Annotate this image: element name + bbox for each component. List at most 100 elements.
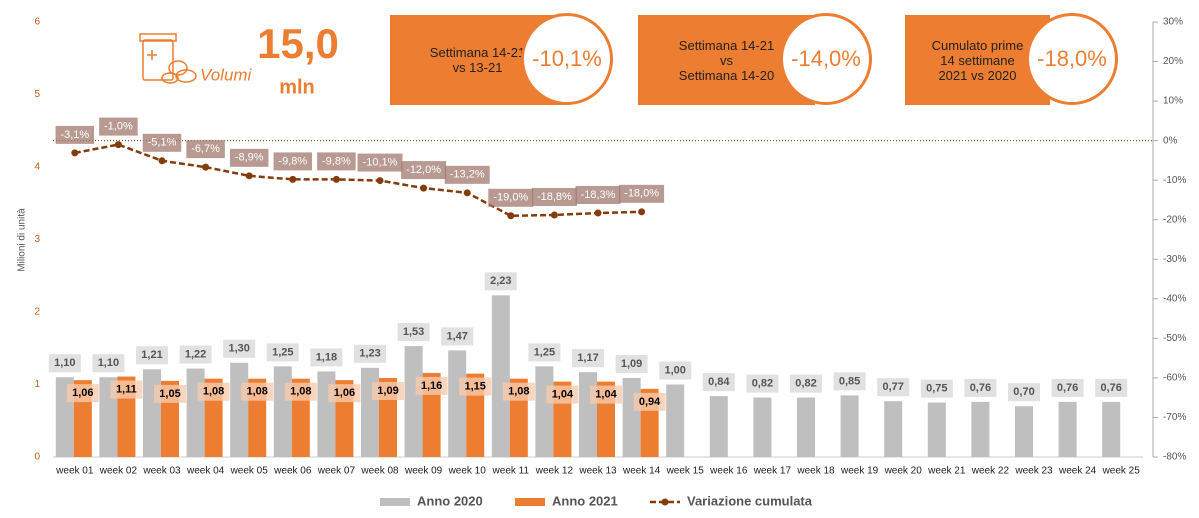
value-label-bg: [48, 354, 81, 373]
icon: [139, 33, 197, 84]
y2-tick-label: 20%: [1163, 56, 1183, 67]
value-label: 1,09: [377, 385, 398, 397]
value-label-bg: [877, 378, 910, 397]
value-label-bg: [136, 346, 168, 365]
y2-tick-label: -70%: [1163, 412, 1186, 423]
value-label: 0,76: [1057, 382, 1078, 394]
bar: [709, 396, 728, 457]
value-label: 1,00: [664, 364, 685, 376]
x-tick-label: week 17: [753, 466, 792, 477]
value-label: 1,08: [203, 386, 224, 398]
bar: [1058, 401, 1077, 457]
x-tick-label: week 07: [317, 466, 356, 477]
legend-swatch: [380, 498, 410, 506]
value-label: 1,18: [316, 351, 337, 363]
line-marker: [158, 157, 166, 165]
x-tick-label: week 03: [142, 466, 181, 477]
bar: [971, 401, 990, 457]
x-tick-label: week 01: [55, 466, 94, 477]
value-label: 0,82: [752, 377, 773, 389]
line-marker: [245, 172, 253, 180]
value-label-bg: [110, 380, 143, 399]
y-tick-label: 4: [34, 162, 40, 173]
y2-tick-label: -30%: [1163, 254, 1186, 265]
x-tick-label: week 20: [884, 466, 923, 477]
value-label-bg: [572, 349, 604, 368]
y-tick-label: 5: [34, 89, 40, 100]
kpi-box: Cumulato prime 14 settimane 2021 vs 2020: [905, 15, 1050, 105]
line-marker: [594, 209, 602, 217]
x-tick-label: week 10: [448, 466, 487, 477]
value-label-bg: [441, 327, 474, 346]
value-label: 0,75: [926, 383, 947, 395]
value-label-bg: [790, 374, 822, 393]
value-label-bg: [459, 377, 492, 396]
line-marker: [71, 149, 79, 157]
value-label: 1,53: [403, 326, 424, 338]
x-tick-label: week 15: [666, 466, 705, 477]
value-label-bg: [833, 372, 866, 391]
x-tick-label: week 14: [622, 466, 661, 477]
bar: [273, 366, 292, 457]
value-label: -18,3%: [581, 189, 616, 201]
x-tick-label: week 22: [971, 466, 1010, 477]
y2-tick-label: 10%: [1163, 96, 1183, 107]
value-label: 0,77: [882, 381, 903, 393]
y2-tick-label: -50%: [1163, 333, 1186, 344]
x-tick-label: week 13: [578, 466, 617, 477]
value-label-bg: [920, 379, 953, 398]
bar: [840, 395, 859, 457]
kpi-text: vs 13-21: [452, 60, 503, 75]
y-tick-label: 2: [34, 307, 40, 318]
x-tick-label: week 12: [535, 466, 574, 477]
x-tick-label: week 21: [927, 466, 966, 477]
value-label: 2,23: [490, 275, 511, 287]
x-tick-label: week 16: [709, 466, 748, 477]
value-label-bg: [415, 376, 448, 395]
kpi-text: Cumulato prime: [931, 37, 1024, 53]
x-tick-label: week 23: [1014, 466, 1053, 477]
bar: [186, 368, 205, 457]
line-marker: [376, 177, 384, 185]
line: [74, 143, 642, 218]
legend-label: Anno 2020: [417, 493, 483, 508]
value-label-bg: [531, 187, 577, 206]
value-label-bg: [397, 323, 430, 342]
value-label-bg: [964, 378, 997, 397]
legend-marker: [661, 498, 669, 506]
value-label-bg: [546, 385, 579, 404]
value-label-bg: [575, 186, 621, 205]
value-label: 1,06: [72, 387, 93, 399]
value-label-bg: [590, 385, 622, 404]
bar: [535, 366, 554, 457]
x-tick-label: week 09: [404, 466, 443, 477]
value-label: 0,82: [795, 377, 816, 389]
legend-label: Variazione cumulata: [687, 493, 813, 508]
value-label: 1,22: [185, 348, 206, 360]
value-label: 1,30: [228, 343, 249, 355]
line-marker: [463, 189, 471, 197]
value-label-bg: [229, 148, 269, 167]
value-label: -19,0%: [493, 192, 528, 204]
value-label-bg: [186, 140, 225, 159]
value-label-bg: [66, 384, 99, 403]
value-label: 1,25: [272, 346, 293, 358]
line-marker: [420, 184, 428, 192]
value-label-bg: [142, 133, 182, 152]
line-marker: [202, 163, 210, 171]
y2-tick-label: 30%: [1163, 17, 1183, 28]
bar: [404, 346, 423, 457]
value-label-bg: [354, 344, 386, 363]
kpi-text: 2021 vs 2020: [938, 67, 1017, 83]
value-label: 1,10: [98, 357, 119, 369]
value-label: -10,1%: [363, 156, 398, 168]
y-tick-label: 0: [34, 452, 40, 463]
value-label-bg: [502, 382, 535, 401]
y2-tick-label: 0%: [1163, 135, 1178, 146]
legend-swatch: [515, 498, 545, 506]
value-label-bg: [92, 354, 125, 373]
kpi-circle: -10,1%: [521, 13, 613, 105]
value-label-bg: [1008, 383, 1040, 402]
x-tick-label: week 06: [273, 466, 312, 477]
